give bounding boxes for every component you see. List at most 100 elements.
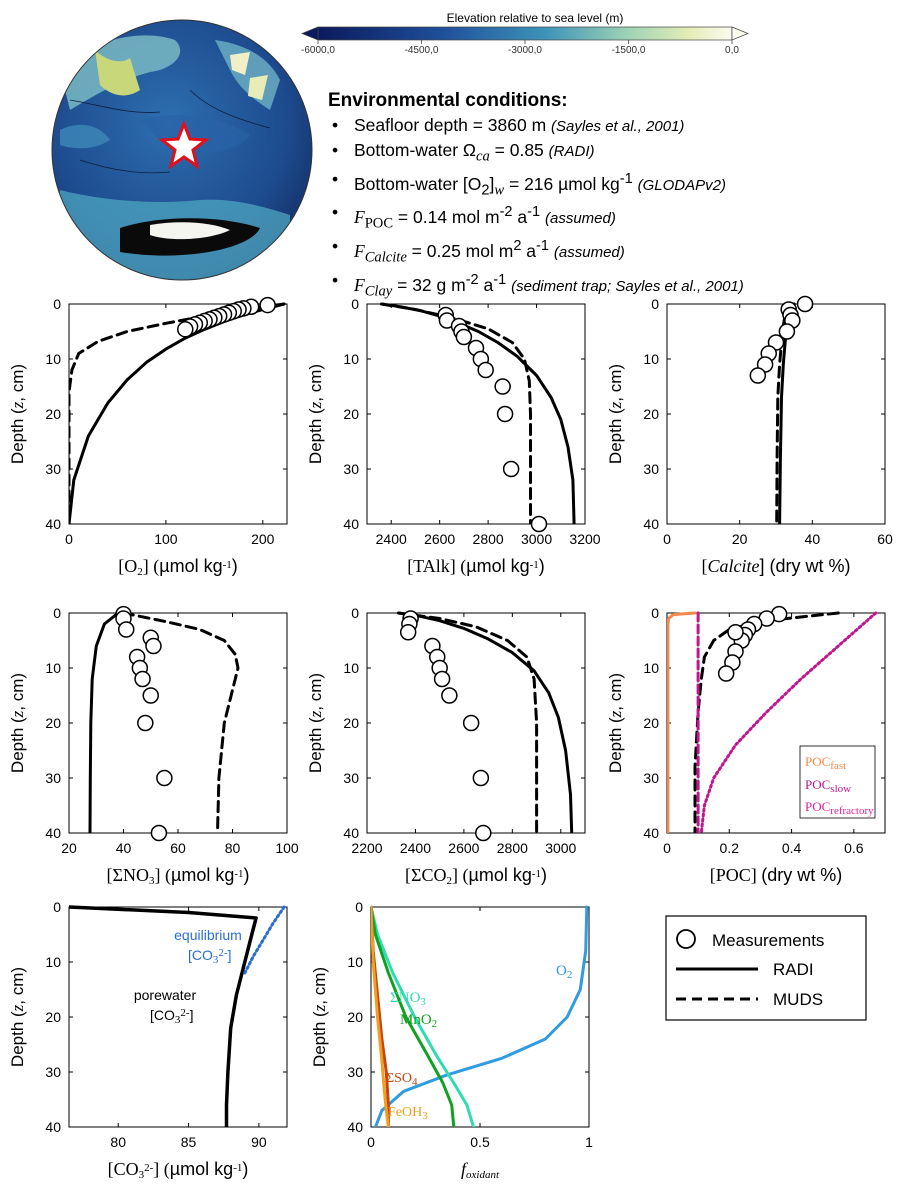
y-tick-label: 40 xyxy=(643,825,659,841)
measurement-point xyxy=(472,769,490,787)
environmental-conditions: Environmental conditions: Seafloor depth… xyxy=(328,90,888,303)
x-tick-label: 40 xyxy=(805,531,821,547)
y-tick-label: 20 xyxy=(45,715,61,731)
measurement-point xyxy=(475,824,492,842)
panel-talk: 0 10 20 30 40 2400 2600 2800 3000 3200 Depth (z, c… xyxy=(306,296,601,577)
x-tick-label: 80 xyxy=(110,1134,126,1150)
x-tick-label: 2800 xyxy=(473,531,504,547)
poc-legend-item-slow: POCslow xyxy=(805,777,851,795)
y-tick-label: 10 xyxy=(643,351,659,367)
measurement-point xyxy=(145,637,162,655)
main-legend: Measurements RADI MUDS xyxy=(665,915,867,1021)
y-axis-label: Depth (z, cm) xyxy=(306,673,325,773)
x-tick-label: 2800 xyxy=(497,840,528,856)
y-tick-label: 10 xyxy=(45,954,61,970)
measurement-point xyxy=(150,824,168,842)
y-tick-label: 40 xyxy=(45,1119,61,1135)
x-tick-label: 90 xyxy=(251,1134,267,1150)
measurement-point xyxy=(142,687,159,704)
series-line-no3 xyxy=(371,905,475,1127)
x-tick-label: 200 xyxy=(251,531,275,547)
x-tick-label: 0 xyxy=(367,1134,375,1150)
legend-label-radi: RADI xyxy=(773,960,814,979)
x-axis-label: [TAlk] (µmol kg-1) xyxy=(407,556,545,577)
measurement-point xyxy=(433,670,451,688)
y-tick-label: 0 xyxy=(351,296,359,312)
measurement-point xyxy=(494,378,511,395)
series-layer xyxy=(397,611,574,833)
measurement-point xyxy=(502,460,520,478)
measurement-point xyxy=(117,621,135,638)
y-axis-label: Depth (z, cm) xyxy=(8,673,27,773)
y-tick-label: 0 xyxy=(53,899,61,915)
x-tick-label: 0 xyxy=(65,531,73,547)
y-tick-label: 40 xyxy=(347,1119,363,1135)
y-tick-label: 30 xyxy=(45,770,61,786)
x-axis-label: [O2] (µmol kg-1) xyxy=(118,556,238,578)
label-feoh3: FeOH3 xyxy=(388,1105,428,1122)
measurement-point xyxy=(399,624,417,641)
poc-legend: POCfast POCslow POCrefractory xyxy=(799,745,876,819)
x-tick-label: 3200 xyxy=(569,531,600,547)
y-tick-label: 30 xyxy=(643,770,659,786)
measurement-point xyxy=(778,323,796,340)
y-tick-label: 0 xyxy=(53,296,61,312)
globe-map xyxy=(51,19,313,281)
y-tick-label: 10 xyxy=(343,660,359,676)
y-tick-label: 40 xyxy=(343,825,359,841)
measurement-point xyxy=(137,714,154,732)
x-axis-label: foxidant xyxy=(461,1159,500,1181)
y-tick-label: 0 xyxy=(651,605,659,621)
colorbar-tick-label: -6000,0 xyxy=(301,45,335,56)
x-tick-label: 0 xyxy=(663,840,671,856)
series-line-radi xyxy=(88,611,120,833)
y-tick-label: 10 xyxy=(347,954,363,970)
y-tick-label: 20 xyxy=(347,1009,363,1025)
series-line-o2 xyxy=(373,905,589,1127)
measurement-point xyxy=(455,328,473,346)
measurement-point xyxy=(259,296,276,314)
x-axis-label: [Calcite] (dry wt %) xyxy=(701,556,850,576)
label-no3: ΣNO3 xyxy=(390,990,426,1008)
panel-co3: 0 10 20 30 40 80 85 90 Depth (z, cm) [CO32-] (µmo… xyxy=(8,899,288,1181)
x-tick-label: 0.6 xyxy=(844,840,864,856)
y-tick-label: 10 xyxy=(643,660,659,676)
poc-legend-box xyxy=(799,745,876,819)
x-tick-label: 2600 xyxy=(424,531,455,547)
poc-legend-item-fast: POCfast xyxy=(805,754,846,772)
measurement-point xyxy=(749,367,767,384)
y-axis-label: Depth (z, cm) xyxy=(306,364,325,464)
x-tick-label: 20 xyxy=(61,840,77,856)
y-tick-label: 0 xyxy=(53,605,61,621)
x-axis-label: [ΣNO3] (µmol kg-1) xyxy=(106,865,249,887)
y-tick-label: 40 xyxy=(643,516,659,532)
y-axis-label: Depth (z, cm) xyxy=(8,364,27,464)
env-title: Environmental conditions: xyxy=(328,90,568,111)
x-tick-label: 40 xyxy=(116,840,132,856)
measurement-point xyxy=(496,405,514,423)
y-tick-label: 0 xyxy=(355,899,363,915)
y-tick-label: 30 xyxy=(343,461,359,477)
measurement-point xyxy=(441,687,458,704)
x-tick-label: 60 xyxy=(170,840,186,856)
x-axis-label: [POC] (dry wt %) xyxy=(710,865,843,885)
y-tick-label: 20 xyxy=(343,406,359,422)
y-tick-label: 20 xyxy=(45,406,61,422)
y-tick-label: 30 xyxy=(343,770,359,786)
env-item-omega: Bottom-water Ωca = 0.85 (RADI) xyxy=(332,139,888,168)
x-tick-label: 3000 xyxy=(545,840,576,856)
series-line-porewater xyxy=(69,905,258,1127)
x-tick-label: 100 xyxy=(275,840,299,856)
y-tick-label: 20 xyxy=(643,406,659,422)
series-line-muds xyxy=(69,302,286,524)
series-line-muds xyxy=(122,611,240,833)
y-tick-label: 0 xyxy=(651,296,659,312)
measurement-point xyxy=(530,515,548,533)
label-mno2: MnO2 xyxy=(400,1012,437,1030)
x-tick-label: 2400 xyxy=(400,840,431,856)
equilibrium-label: equilibrium xyxy=(174,927,242,943)
colorbar-tick-label: 0,0 xyxy=(725,45,739,56)
y-tick-label: 10 xyxy=(343,351,359,367)
